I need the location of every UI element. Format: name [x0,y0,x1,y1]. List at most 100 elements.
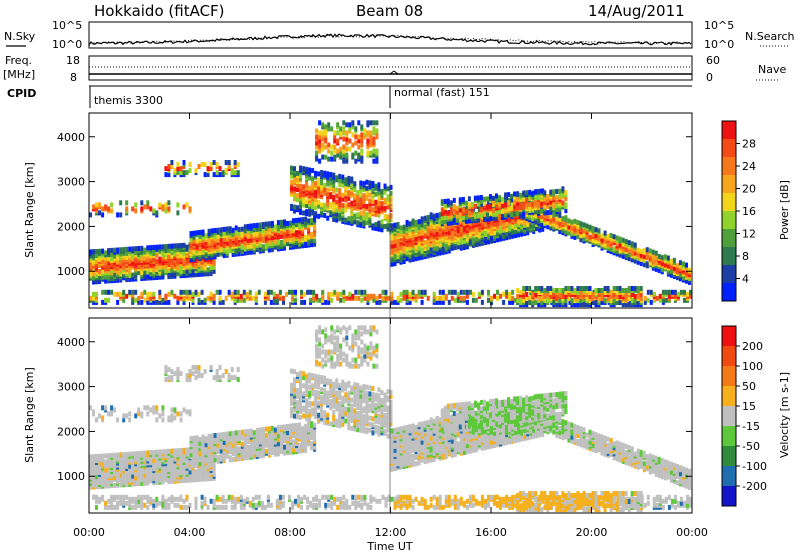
ytick-label: 3000 [57,176,85,189]
data-cell [462,243,466,248]
data-cell [298,229,301,235]
data-cell [411,289,415,295]
data-cell [122,289,126,295]
data-cell [92,295,95,301]
data-cell [345,136,349,142]
data-cell [315,128,319,134]
data-cell [249,223,253,229]
data-cell [627,252,631,258]
data-cell [323,213,327,218]
data-cell [420,234,424,240]
data-cell [206,166,210,172]
data-cell [338,188,342,193]
data-cell [516,197,520,203]
data-cell [636,247,640,253]
data-cell [624,292,628,297]
data-cell [258,222,262,228]
data-cell [200,299,204,305]
data-cell [152,267,156,273]
data-cell [612,286,616,291]
data-cell [465,293,469,299]
data-cell [558,298,562,304]
data-cell [492,211,495,217]
data-cell [655,295,659,301]
data-cell [461,197,465,202]
data-cell [92,494,95,500]
data-cell [348,504,352,510]
data-cell [318,158,322,164]
data-cell [342,504,346,510]
data-cell [167,496,171,502]
data-cell [167,164,171,169]
data-cell [528,300,532,306]
data-cell [374,203,378,209]
data-cell [332,194,336,200]
data-cell [666,255,670,261]
data-cell [143,502,147,508]
data-cell [125,500,129,506]
data-cell [455,205,459,211]
data-cell [449,220,453,226]
data-cell [544,498,548,504]
data-cell [143,297,147,303]
data-cell [561,216,565,222]
data-cell [146,245,150,251]
data-cell [528,286,532,291]
data-cell [423,239,427,245]
data-cell [459,295,463,301]
data-cell [140,299,144,305]
data-cell [95,202,98,208]
data-cell [233,496,237,502]
data-cell [155,299,159,305]
data-cell [402,248,406,254]
data-cell [131,260,135,266]
data-cell [363,134,367,140]
data-cell [441,295,445,301]
data-cell [540,208,544,214]
data-cell [92,253,95,259]
data-cell [338,198,342,204]
data-cell [336,291,340,297]
data-cell [179,243,183,248]
data-cell [377,186,381,192]
data-cell [161,297,165,303]
data-cell [176,162,180,167]
data-cell [423,504,427,510]
data-cell [89,212,92,218]
data-cell [516,211,520,217]
data-cell [375,128,379,134]
data-cell [310,238,314,244]
data-cell [389,213,393,219]
data-cell [399,225,403,231]
data-cell [675,275,679,281]
data-cell [152,502,156,508]
data-cell [393,234,397,240]
data-cell [477,291,481,297]
data-cell [216,237,220,243]
data-cell [332,186,336,192]
data-cell [438,289,442,295]
data-cell [280,223,283,229]
data-cell [356,193,360,199]
colorbar-swatch [722,265,736,284]
data-cell [371,207,375,213]
data-cell [155,210,159,216]
data-cell [143,247,147,253]
data-cell [502,496,506,502]
data-cell [384,289,388,295]
data-cell [326,187,330,193]
data-cell [191,268,195,274]
data-cell [341,192,345,198]
data-cell [504,202,508,208]
data-cell [298,233,301,239]
data-cell [669,258,673,264]
data-cell [543,190,547,196]
data-cell [357,134,361,140]
data-cell [459,243,463,249]
data-cell [552,292,556,297]
data-cell [689,293,692,299]
data-cell [513,195,517,201]
data-cell [546,220,550,226]
data-cell [225,236,229,242]
data-cell [317,185,321,191]
